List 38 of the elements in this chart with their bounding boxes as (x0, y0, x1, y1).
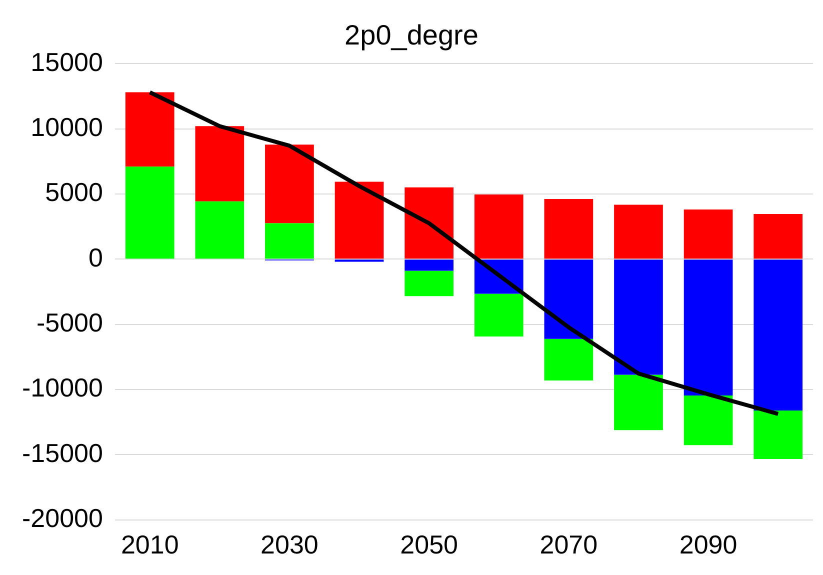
y-tick-label: 15000 (30, 46, 103, 77)
bar (125, 92, 174, 167)
bar (614, 374, 663, 430)
bar (754, 260, 803, 410)
x-tick-label: 2070 (540, 530, 598, 560)
x-tick-label: 2010 (120, 530, 179, 560)
x-tick-label: 2090 (679, 530, 738, 560)
y-tick-label: -20000 (22, 502, 103, 533)
chart-title: 2p0_degre (344, 20, 478, 51)
bar (195, 201, 244, 259)
bar (544, 260, 594, 339)
bar (334, 182, 384, 259)
bar (125, 166, 174, 259)
bar (265, 223, 314, 259)
y-tick-label: 5000 (45, 177, 103, 208)
bar (754, 410, 803, 460)
bar (404, 270, 454, 296)
bar (265, 144, 314, 224)
y-tick-label: -10000 (22, 372, 103, 403)
bar (544, 199, 594, 259)
bar (404, 187, 454, 259)
bar (614, 204, 663, 259)
y-tick-label: -15000 (22, 438, 103, 468)
y-tick-label: 0 (88, 242, 103, 272)
bar (614, 260, 663, 375)
y-tick-label: -5000 (36, 307, 103, 338)
x-tick-label: 2050 (400, 530, 458, 560)
bar (195, 126, 244, 202)
x-tick-label: 2030 (260, 530, 318, 560)
bar (684, 395, 733, 446)
bar (404, 260, 454, 271)
bar (754, 214, 803, 259)
bar (474, 294, 524, 337)
bar (544, 338, 594, 380)
y-tick-label: 10000 (30, 112, 103, 142)
bar (684, 209, 733, 259)
bar (474, 194, 524, 259)
bar (684, 260, 733, 396)
